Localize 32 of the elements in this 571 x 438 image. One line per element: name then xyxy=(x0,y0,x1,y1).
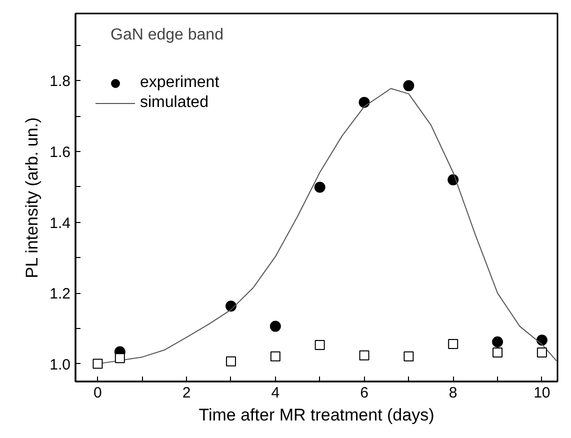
point xyxy=(536,347,547,358)
x-tick-label: 6 xyxy=(360,384,368,402)
x-tick-label: 0 xyxy=(94,384,102,402)
point xyxy=(114,353,125,364)
x-axis-title: Time after MR treatment (days) xyxy=(198,406,434,424)
y-tick-label: 1.8 xyxy=(50,73,71,90)
point xyxy=(536,334,548,346)
point xyxy=(492,347,503,358)
legend-label: simulated xyxy=(140,93,208,113)
point xyxy=(448,338,458,349)
point xyxy=(314,182,326,193)
y-tick-label: 1.6 xyxy=(50,144,71,161)
point xyxy=(404,351,414,362)
x-tick-label: 8 xyxy=(448,384,458,402)
point xyxy=(92,358,103,369)
y-tick-label: 1.4 xyxy=(50,214,71,232)
point xyxy=(270,351,280,362)
point xyxy=(270,320,281,332)
y-axis-title: PL intensity (arb. un.) xyxy=(22,117,42,278)
point xyxy=(359,350,370,360)
point xyxy=(492,336,504,348)
x-tick-label: 2 xyxy=(182,384,191,402)
legend-label: experiment xyxy=(140,73,220,93)
point xyxy=(226,356,236,366)
x-tick-label: 4 xyxy=(271,384,280,402)
annotation: GaN edge band xyxy=(110,26,224,44)
y-tick-label: 1.0 xyxy=(50,356,71,374)
point xyxy=(358,96,370,108)
point xyxy=(314,340,325,350)
y-tick-label: 1.2 xyxy=(50,286,71,303)
x-tick-label: 10 xyxy=(534,384,550,402)
point xyxy=(403,80,414,92)
